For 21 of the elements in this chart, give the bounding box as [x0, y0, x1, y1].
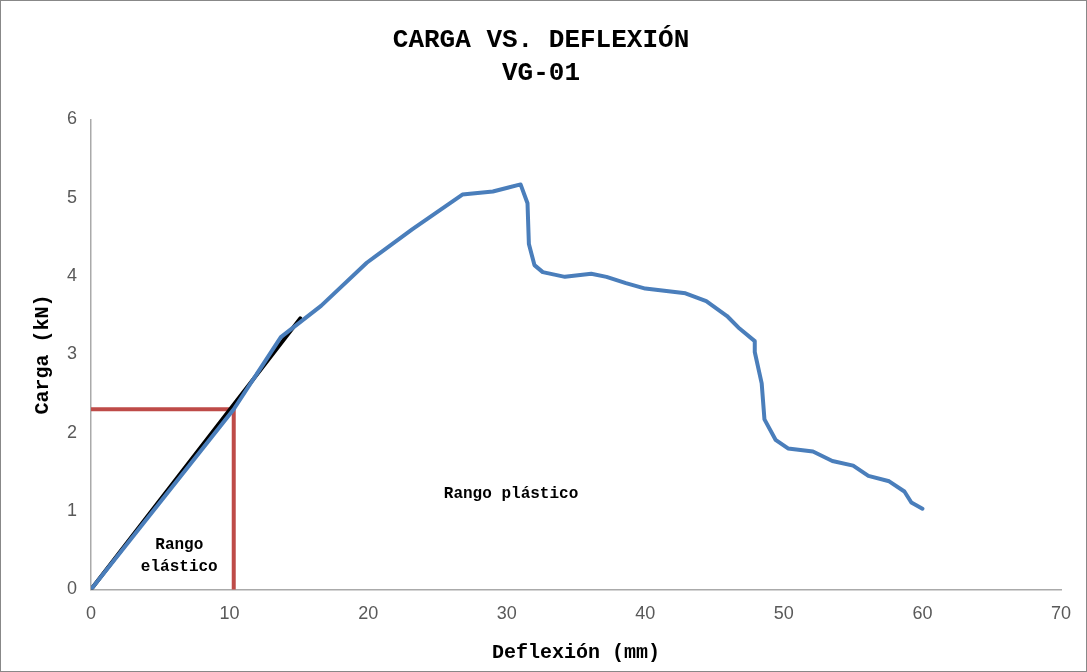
- annotation: Rango plástico: [443, 485, 579, 504]
- x-tick-label: 50: [773, 603, 794, 624]
- x-tick-label: 30: [496, 603, 517, 624]
- x-tick-label: 60: [912, 603, 933, 624]
- x-tick-label: 20: [358, 603, 379, 624]
- annotation: Rango elástico: [140, 535, 218, 576]
- x-tick-label: 70: [1050, 603, 1072, 624]
- y-tick-label: 3: [67, 343, 78, 364]
- y-axis-title: Carga (kN): [31, 294, 55, 415]
- x-tick-label: 0: [86, 603, 97, 624]
- chart-subtitle: VG-01: [501, 58, 581, 89]
- x-tick-label: 40: [635, 603, 656, 624]
- y-tick-label: 2: [67, 421, 78, 442]
- chart-title: CARGA VS. DEFLEXIÓN: [392, 25, 690, 56]
- y-tick-label: 1: [67, 500, 78, 521]
- y-tick-label: 0: [67, 578, 78, 599]
- x-axis-title: Deflexión (mm): [491, 641, 661, 665]
- y-tick-label: 4: [67, 265, 78, 286]
- y-tick-label: 5: [67, 186, 78, 207]
- x-tick-label: 10: [219, 603, 240, 624]
- y-tick-label: 6: [67, 108, 78, 129]
